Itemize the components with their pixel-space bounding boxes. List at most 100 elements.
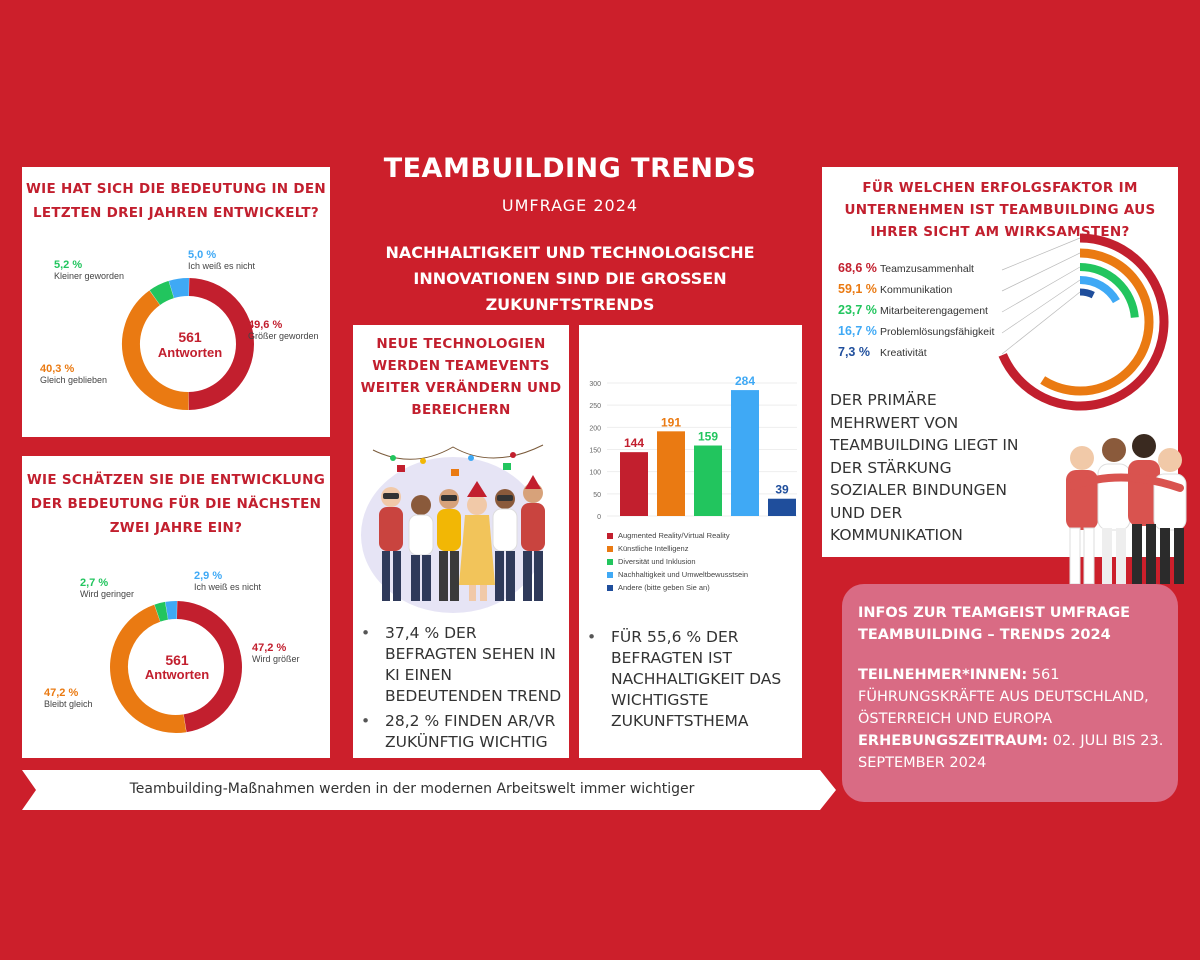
legend-label: Diversität und Inklusion bbox=[618, 557, 696, 566]
panel-next-two-years: WIE SCHÄTZEN SIE DIE ENTWICKLUNG DER BED… bbox=[22, 456, 330, 758]
bar-3 bbox=[731, 390, 759, 516]
radial-arc-0 bbox=[998, 233, 1169, 411]
bar-chart: 0 50 100 150 200 250 300 144 191 159 284 39 bbox=[589, 374, 797, 521]
slice-label-name: Wird geringer bbox=[80, 589, 135, 599]
people-vr-illustration bbox=[361, 444, 545, 613]
legend-entry: Künstliche Intelligenz bbox=[607, 542, 797, 555]
slice-label-value: 2,7 % bbox=[80, 577, 109, 589]
legend-entry: Nachhaltigkeit und Umweltbewusstsein bbox=[607, 568, 797, 581]
slice-label-same: 47,2 % Bleibt gleich bbox=[44, 687, 93, 709]
bottom-banner: Teambuilding-Maßnahmen werden in der mod… bbox=[22, 770, 836, 810]
panel-title-line: WEITER VERÄNDERN UND bbox=[360, 380, 562, 396]
bullet-item: FÜR 55,6 % DER BEFRAGTEN IST NACHHALTIGK… bbox=[579, 627, 797, 732]
bullet-item: 37,4 % DER BEFRAGTEN SEHEN IN KI EINEN B… bbox=[353, 623, 565, 707]
donut-slice-1 bbox=[122, 290, 189, 410]
bar-value-label: 284 bbox=[735, 374, 755, 388]
donut-center-label: Antworten bbox=[157, 345, 223, 360]
page-title: TEAMBUILDING TRENDS bbox=[383, 153, 757, 184]
statement-line: MEHRWERT VON bbox=[830, 413, 959, 432]
tagline-line: ZUKUNFTSTRENDS bbox=[485, 295, 655, 314]
radial-arc-4 bbox=[1079, 288, 1095, 299]
legend-label: Nachhaltigkeit und Umweltbewusstsein bbox=[618, 570, 749, 579]
factor-legend-entry: 7,3 % Kreativität bbox=[838, 345, 927, 365]
panel-title-line: ZWEI JAHRE EIN? bbox=[109, 520, 243, 536]
donut-center-value: 561 bbox=[165, 652, 189, 668]
slice-label-name: Größer geworden bbox=[248, 331, 319, 341]
legend-entry: Augmented Reality/Virtual Reality bbox=[607, 529, 797, 542]
legend-swatch bbox=[607, 533, 613, 540]
slice-label-name: Gleich geblieben bbox=[40, 375, 108, 385]
survey-info-box: INFOS ZUR TEAMGEIST UMFRAGE TEAMBUILDING… bbox=[842, 584, 1178, 802]
donut-slice-0 bbox=[176, 601, 242, 733]
factor-value: 59,1 % bbox=[838, 282, 877, 296]
factor-value: 68,6 % bbox=[838, 261, 877, 275]
banner-shape bbox=[22, 770, 836, 810]
slice-label-bigger: 47,2 % Wird größer bbox=[252, 642, 300, 664]
panel-title-line: NEUE TECHNOLOGIEN bbox=[376, 336, 546, 352]
statement-line: DER PRIMÄRE bbox=[830, 391, 937, 409]
panel-title-line: IHRER SICHT AM WIRKSAMSTEN? bbox=[870, 224, 1130, 240]
panel-title: NEUE TECHNOLOGIEN WERDEN TEAMEVENTS WEIT… bbox=[353, 333, 569, 421]
donut-slice-3 bbox=[168, 278, 190, 299]
radial-arc-3 bbox=[1079, 276, 1120, 304]
page-subtitle: UMFRAGE 2024 bbox=[501, 196, 639, 215]
info-title-line: TEAMBUILDING – TRENDS 2024 bbox=[858, 627, 1111, 643]
donut-chart-past bbox=[122, 278, 254, 410]
bar-0 bbox=[620, 452, 648, 516]
panel-title-line: FÜR WELCHEN ERFOLGSFAKTOR IM bbox=[862, 180, 1138, 196]
slice-label-value: 47,2 % bbox=[252, 642, 287, 654]
factor-name: Kommunikation bbox=[880, 284, 953, 296]
bar-2 bbox=[694, 445, 722, 516]
factor-name: Problemlösungsfähigkeit bbox=[880, 326, 995, 338]
slice-label-unknown: 2,9 % Ich weiß es nicht bbox=[194, 570, 261, 592]
y-tick-label: 250 bbox=[589, 403, 601, 410]
tech-bullets: 37,4 % DER BEFRAGTEN SEHEN IN KI EINEN B… bbox=[353, 623, 565, 757]
donut-slice-2 bbox=[154, 601, 169, 622]
slice-label-bigger: 49,6 % Größer geworden bbox=[248, 319, 319, 341]
panel-title: WIE SCHÄTZEN SIE DIE ENTWICKLUNG DER BED… bbox=[22, 468, 330, 540]
leader-line bbox=[1001, 279, 1081, 334]
y-tick-label: 200 bbox=[589, 425, 601, 432]
legend-swatch bbox=[607, 559, 613, 566]
slice-label-smaller: 5,2 % Kleiner geworden bbox=[54, 259, 124, 281]
slice-label-value: 2,9 % bbox=[194, 570, 223, 582]
slice-label-value: 5,2 % bbox=[54, 259, 83, 271]
banner-text: Teambuilding-Maßnahmen werden in der mod… bbox=[129, 781, 695, 797]
legend-swatch bbox=[607, 546, 613, 553]
factor-legend: 68,6 % Teamzusammenhalt 59,1 % Kommunikatio… bbox=[838, 261, 1018, 371]
tagline: NACHHALTIGKEIT UND TECHNOLOGISCHE INNOVA… bbox=[360, 240, 780, 318]
y-tick-label: 300 bbox=[589, 381, 601, 388]
statement-line: UND DER bbox=[830, 503, 903, 522]
factor-name: Kreativität bbox=[880, 347, 927, 359]
panel-title: FÜR WELCHEN ERFOLGSFAKTOR IM UNTERNEHMEN… bbox=[822, 177, 1178, 243]
leader-line bbox=[1001, 266, 1081, 313]
donut-slice-2 bbox=[149, 280, 175, 306]
legend-entry: Andere (bitte geben Sie an) bbox=[607, 581, 797, 594]
panel-title-line: WERDEN TEAMEVENTS bbox=[372, 358, 550, 374]
radial-arc-1 bbox=[1040, 248, 1154, 396]
info-period: ERHEBUNGSZEITRAUM: 02. JULI BIS 23. SEPT… bbox=[858, 730, 1164, 774]
panel-new-technologies: NEUE TECHNOLOGIEN WERDEN TEAMEVENTS WEIT… bbox=[353, 325, 569, 758]
bar-value-label: 39 bbox=[775, 483, 789, 497]
slice-label-name: Wird größer bbox=[252, 654, 300, 664]
slice-label-value: 49,6 % bbox=[248, 319, 283, 331]
factor-value: 23,7 % bbox=[838, 303, 877, 317]
slice-label-same: 40,3 % Gleich geblieben bbox=[40, 363, 107, 385]
factor-legend-entry: 23,7 % Mitarbeiterengagement bbox=[838, 303, 988, 323]
hugging-people-illustration bbox=[1066, 434, 1187, 585]
legend-swatch bbox=[607, 572, 613, 579]
info-participants: TEILNEHMER*INNEN: 561 FÜHRUNGSKRÄFTE AUS… bbox=[858, 664, 1164, 730]
panel-past-three-years: WIE HAT SICH DIE BEDEUTUNG IN DEN LETZTE… bbox=[22, 167, 330, 437]
y-tick-label: 50 bbox=[593, 492, 601, 499]
bar-value-label: 159 bbox=[698, 430, 718, 444]
factor-name: Teamzusammenhalt bbox=[880, 263, 974, 275]
legend-label: Andere (bitte geben Sie an) bbox=[618, 583, 710, 592]
info-participants-text: 561 FÜHRUNGSKRÄFTE AUS DEUTSCHLAND, ÖSTE… bbox=[858, 667, 1149, 727]
statement: DER PRIMÄRE MEHRWERT VON TEAMBUILDING LI… bbox=[830, 389, 1040, 547]
donut-slice-1 bbox=[110, 604, 187, 733]
slice-label-name: Ich weiß es nicht bbox=[188, 261, 256, 271]
bar-value-label: 191 bbox=[661, 415, 681, 429]
info-period-label: ERHEBUNGSZEITRAUM: bbox=[858, 733, 1049, 749]
y-tick-label: 100 bbox=[589, 470, 601, 477]
factor-legend-entry: 59,1 % Kommunikation bbox=[838, 282, 952, 302]
